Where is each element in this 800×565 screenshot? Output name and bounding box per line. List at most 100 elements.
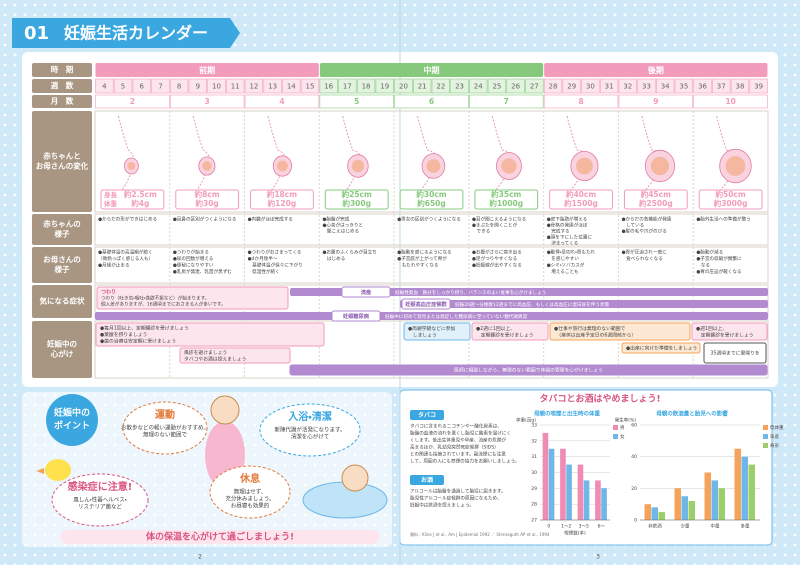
mother-note: ●お腹のふくらみが目立ち: [322, 249, 377, 256]
week-cell: [132, 78, 151, 94]
symptom-text: つわり（吐き気・嘔吐・食欲不振など）が始まります。: [101, 295, 209, 302]
point-text: お昼寝も効果的: [231, 502, 270, 510]
point-bubble: [51, 473, 149, 527]
row-label-cell: [32, 285, 92, 318]
size-value: 約8cm: [194, 189, 220, 199]
point-bubble: [259, 403, 361, 457]
legend-label: 早産: [770, 433, 779, 440]
tip-text: 定期健診を受けましょう: [696, 331, 754, 338]
week-cell: [244, 78, 264, 94]
y-tick-label: 20: [631, 486, 637, 492]
baby-note: 聞こえはじめる: [322, 229, 359, 235]
tip-text: ●仕事や旅行は無理のない範囲で: [554, 325, 626, 332]
legend-swatch: [763, 425, 768, 430]
row-label-cell: [32, 79, 92, 93]
baby: [351, 159, 365, 173]
legend-label: 女: [620, 433, 625, 440]
week-cell: [95, 78, 114, 94]
mother-note: ●尿の回数が増える: [173, 255, 214, 262]
week-cell: [226, 78, 245, 94]
chick-beak: [36, 468, 44, 474]
week-number: 36: [698, 83, 707, 91]
baby: [127, 162, 136, 170]
row-label: 時 期: [51, 64, 74, 74]
bath-head: [341, 464, 369, 492]
week-cell: [562, 78, 581, 94]
week-cell: [356, 78, 376, 94]
month-number: 9: [653, 97, 658, 106]
symptom-label: 流産: [361, 288, 372, 296]
week-cell: [674, 78, 694, 94]
week-number: 25: [492, 83, 501, 91]
bathtub: [302, 481, 388, 519]
section-text: タバコに含まれるニコチンや一酸化炭素は、: [410, 423, 502, 430]
baby-note: ●胎外生活への準備が整う: [696, 216, 751, 223]
legend-swatch: [613, 425, 618, 430]
month-number: 2: [130, 97, 135, 106]
baby-note: ●まぶたを開くことが: [472, 222, 518, 229]
tip-text: 風疹を避けましょう: [184, 349, 227, 356]
week-number: 27: [530, 83, 539, 91]
size-value: 約2500g: [638, 198, 673, 208]
mother-head: [210, 395, 240, 425]
tip-text: ●週1回以上、: [696, 325, 727, 332]
symptom-tag: [331, 310, 381, 322]
section-text: アルコールは胎盤を通過して胎児に届きます。: [410, 488, 506, 495]
legend-label: 低体重: [770, 424, 784, 431]
month-cell: [618, 94, 694, 109]
bar: [651, 507, 658, 520]
tip-box: [691, 322, 768, 341]
tip-box: [703, 342, 767, 364]
bar: [644, 504, 651, 520]
symptom-tag: [401, 298, 451, 310]
tip-text: ●毎月1回以上、定期健診を受けましょう: [100, 325, 189, 332]
week-cell: [319, 78, 338, 94]
week-cell: [506, 78, 525, 94]
week-cell: [730, 78, 750, 94]
bar: [601, 488, 607, 520]
row-body: [94, 213, 769, 246]
source: 資料：Kline J et al., Am J Epidemiol 1992 ／…: [410, 531, 550, 537]
baby-note: ●男女の区別がつくようになる: [397, 216, 461, 223]
mother-note: 増えることも: [547, 268, 579, 275]
chart-title: 母親の喫煙と出生時の体重: [534, 410, 601, 418]
bar: [748, 464, 755, 520]
size-value: 約1500g: [563, 198, 598, 208]
bar: [681, 496, 688, 520]
body-outline: [267, 115, 287, 193]
row-label: 赤ちゃんの: [42, 219, 81, 229]
tip-box: [621, 342, 701, 354]
point-title: 入浴・清潔: [287, 410, 331, 423]
baby-note: 決まってくる: [547, 240, 579, 247]
baby-note: ●からだの形ができはじめる: [98, 216, 157, 223]
y-axis-label: 発生率(%): [615, 417, 637, 424]
section-title: 妊娠生活カレンダー: [64, 24, 208, 43]
mother-note: ●便秘になりやすい: [173, 262, 214, 269]
symptom-bar: [95, 312, 768, 320]
section-tag: [410, 410, 444, 420]
week-number: 28: [549, 83, 558, 91]
week-cell: [263, 78, 282, 94]
page-number: 3: [596, 554, 600, 561]
symptom-box: [96, 286, 289, 310]
x-axis-label: 喫煙数(本): [564, 530, 586, 537]
y-tick-label: 0: [634, 518, 637, 524]
row-body: [94, 110, 769, 213]
week-cell: [113, 78, 133, 94]
tip-box: [95, 322, 325, 347]
week-number: 30: [586, 83, 595, 91]
point-bubble: [122, 401, 208, 455]
y-tick-label: 31: [531, 454, 537, 460]
symptom-text: 個人差がありますが、16週頃までにおさまる人が多いです。: [101, 301, 226, 308]
week-number: 13: [268, 83, 277, 91]
phase-cell: [544, 63, 768, 77]
size-value: 約4g: [130, 198, 149, 208]
phase-label: 後期: [647, 65, 664, 75]
tip-box: [179, 347, 291, 364]
week-number: 21: [418, 83, 427, 91]
row-label: 月 数: [50, 96, 74, 106]
points-badge: [46, 394, 98, 446]
size-box: [175, 189, 240, 210]
week-cell: [749, 78, 768, 94]
baby-note: ●骨格の発達がほぼ: [547, 222, 588, 229]
